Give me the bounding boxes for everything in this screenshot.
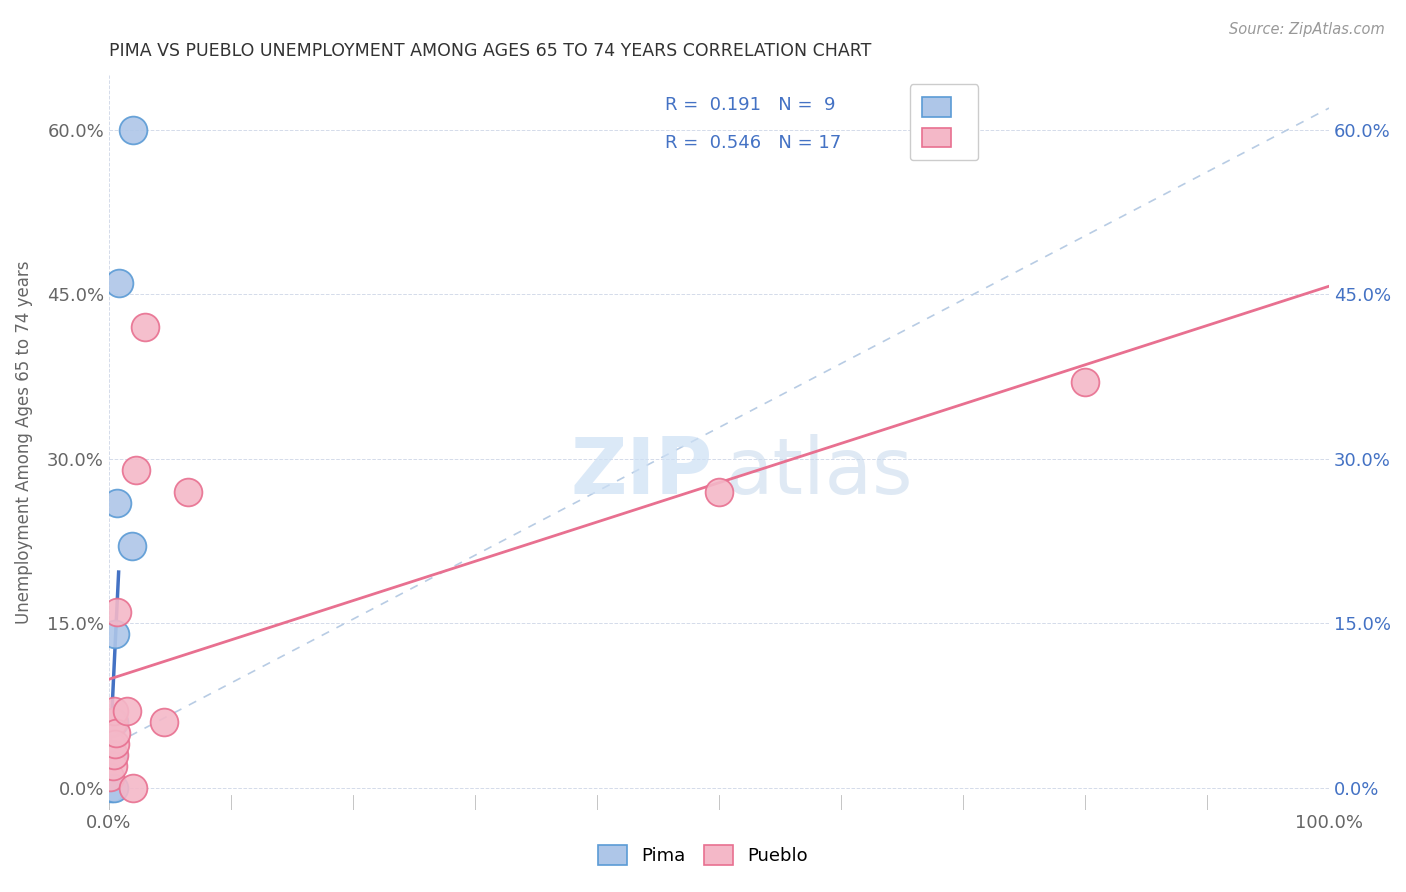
Point — [122, 780, 145, 795]
Point — [98, 770, 121, 784]
Point — [103, 704, 125, 718]
Legend: , : , — [910, 84, 979, 161]
Point — [100, 737, 122, 751]
Text: atlas: atlas — [725, 434, 912, 509]
Point — [707, 484, 730, 499]
Point — [107, 496, 129, 510]
Point — [1074, 375, 1097, 389]
Point — [115, 704, 138, 718]
Point — [103, 714, 125, 729]
Point — [103, 747, 125, 762]
Point — [107, 277, 129, 291]
Y-axis label: Unemployment Among Ages 65 to 74 years: Unemployment Among Ages 65 to 74 years — [15, 260, 32, 624]
Point — [100, 780, 122, 795]
Point — [152, 714, 174, 729]
Point — [103, 780, 125, 795]
Text: ZIP: ZIP — [571, 434, 713, 509]
Text: R =  0.546   N = 17: R = 0.546 N = 17 — [665, 134, 842, 152]
Point — [104, 627, 127, 641]
Point — [107, 605, 129, 619]
Text: PIMA VS PUEBLO UNEMPLOYMENT AMONG AGES 65 TO 74 YEARS CORRELATION CHART: PIMA VS PUEBLO UNEMPLOYMENT AMONG AGES 6… — [108, 42, 872, 60]
Point — [105, 726, 128, 740]
Legend: Pima, Pueblo: Pima, Pueblo — [589, 836, 817, 874]
Point — [104, 737, 127, 751]
Point — [121, 540, 143, 554]
Point — [134, 320, 156, 334]
Point — [101, 714, 124, 729]
Point — [177, 484, 200, 499]
Text: Source: ZipAtlas.com: Source: ZipAtlas.com — [1229, 22, 1385, 37]
Point — [125, 463, 148, 477]
Text: R =  0.191   N =  9: R = 0.191 N = 9 — [665, 95, 835, 113]
Point — [101, 747, 124, 762]
Point — [122, 123, 145, 137]
Point — [101, 758, 124, 772]
